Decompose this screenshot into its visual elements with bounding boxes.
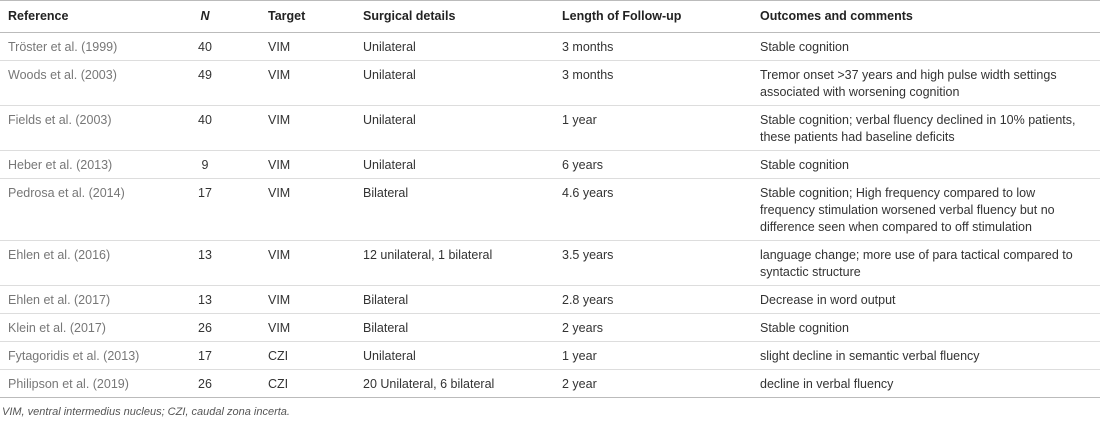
table-row: Heber et al. (2013) 9 VIM Unilateral 6 years… xyxy=(0,150,1100,179)
table-cell: 12 unilateral, 1 bilateral xyxy=(355,240,554,286)
table-cell: VIM xyxy=(260,313,355,342)
table-cell: CZI xyxy=(260,369,355,398)
table-cell: Pedrosa et al. (2014) xyxy=(0,178,180,241)
table-cell: Heber et al. (2013) xyxy=(0,150,180,179)
table-row: Tröster et al. (1999) 40 VIM Unilateral 3 mo… xyxy=(0,32,1100,61)
table-cell: Tremor onset >37 years and high pulse wi… xyxy=(752,60,1100,106)
table-cell: Fields et al. (2003) xyxy=(0,105,180,151)
table-cell: Stable cognition xyxy=(752,32,1100,61)
table-cell: 2 year xyxy=(554,369,752,398)
table-row: Woods et al. (2003) 49 VIM Unilateral 3 mont… xyxy=(0,60,1100,106)
table-cell: 40 xyxy=(180,32,260,61)
data-table: Reference N Target Surgical details Length o… xyxy=(0,0,1100,398)
table-cell: 3 months xyxy=(554,60,752,106)
table-cell: 2 years xyxy=(554,313,752,342)
table-cell: 20 Unilateral, 6 bilateral xyxy=(355,369,554,398)
table-cell: VIM xyxy=(260,32,355,61)
table-cell: CZI xyxy=(260,341,355,370)
table-cell: 40 xyxy=(180,105,260,151)
table-cell: Bilateral xyxy=(355,313,554,342)
table-row: Fields et al. (2003) 40 VIM Unilateral 1 yea… xyxy=(0,105,1100,151)
table-cell: 17 xyxy=(180,178,260,241)
table-body: Tröster et al. (1999) 40 VIM Unilateral 3 mo… xyxy=(0,32,1100,398)
table-row: Pedrosa et al. (2014) 17 VIM Bilateral 4.6 y… xyxy=(0,178,1100,241)
header-cell: Length of Follow-up xyxy=(554,0,752,33)
table-cell: 17 xyxy=(180,341,260,370)
table-cell: 9 xyxy=(180,150,260,179)
table-cell: 4.6 years xyxy=(554,178,752,241)
table-cell: 13 xyxy=(180,240,260,286)
table-cell: Stable cognition xyxy=(752,150,1100,179)
table-cell: 2.8 years xyxy=(554,285,752,314)
table-row: Ehlen et al. (2017) 13 VIM Bilateral 2.8 yea… xyxy=(0,285,1100,314)
table-cell: Decrease in word output xyxy=(752,285,1100,314)
table-cell: 26 xyxy=(180,369,260,398)
table-cell: Fytagoridis et al. (2013) xyxy=(0,341,180,370)
table-cell: 1 year xyxy=(554,341,752,370)
table-cell: decline in verbal fluency xyxy=(752,369,1100,398)
table-cell: 13 xyxy=(180,285,260,314)
header-cell: Outcomes and comments xyxy=(752,0,1100,33)
table-cell: 3 months xyxy=(554,32,752,61)
header-cell: N xyxy=(180,0,260,33)
table-cell: slight decline in semantic verbal fluenc… xyxy=(752,341,1100,370)
table-cell: Tröster et al. (1999) xyxy=(0,32,180,61)
table-row: Fytagoridis et al. (2013) 17 CZI Unilateral… xyxy=(0,341,1100,370)
table-cell: Stable cognition; verbal fluency decline… xyxy=(752,105,1100,151)
table-row: Philipson et al. (2019) 26 CZI 20 Unilatera… xyxy=(0,369,1100,398)
table-cell: Bilateral xyxy=(355,285,554,314)
table-cell: Bilateral xyxy=(355,178,554,241)
table-cell: 3.5 years xyxy=(554,240,752,286)
table-row: Ehlen et al. (2016) 13 VIM 12 unilateral, 1… xyxy=(0,240,1100,286)
table-cell: VIM xyxy=(260,105,355,151)
table-cell: 6 years xyxy=(554,150,752,179)
header-cell: Reference xyxy=(0,0,180,33)
table-cell: language change; more use of para tactic… xyxy=(752,240,1100,286)
table-cell: VIM xyxy=(260,178,355,241)
table-cell: Woods et al. (2003) xyxy=(0,60,180,106)
header-cell: Surgical details xyxy=(355,0,554,33)
table-cell: Philipson et al. (2019) xyxy=(0,369,180,398)
table-cell: Klein et al. (2017) xyxy=(0,313,180,342)
table-cell: Ehlen et al. (2017) xyxy=(0,285,180,314)
header-row: Reference N Target Surgical details Length o… xyxy=(0,0,1100,33)
table-cell: Unilateral xyxy=(355,105,554,151)
table-cell: 49 xyxy=(180,60,260,106)
table-cell: VIM xyxy=(260,60,355,106)
table-cell: Unilateral xyxy=(355,341,554,370)
table-cell: VIM xyxy=(260,240,355,286)
header-cell: Target xyxy=(260,0,355,33)
table-cell: Stable cognition; High frequency compare… xyxy=(752,178,1100,241)
table-cell: Unilateral xyxy=(355,150,554,179)
table-cell: Ehlen et al. (2016) xyxy=(0,240,180,286)
table-cell: 1 year xyxy=(554,105,752,151)
footnote: VIM, ventral intermedius nucleus; CZI, c… xyxy=(2,406,290,418)
table-cell: 26 xyxy=(180,313,260,342)
table-cell: VIM xyxy=(260,150,355,179)
table-cell: Unilateral xyxy=(355,32,554,61)
table-cell: Stable cognition xyxy=(752,313,1100,342)
table-row: Klein et al. (2017) 26 VIM Bilateral 2 years… xyxy=(0,313,1100,342)
table-cell: VIM xyxy=(260,285,355,314)
table-cell: Unilateral xyxy=(355,60,554,106)
